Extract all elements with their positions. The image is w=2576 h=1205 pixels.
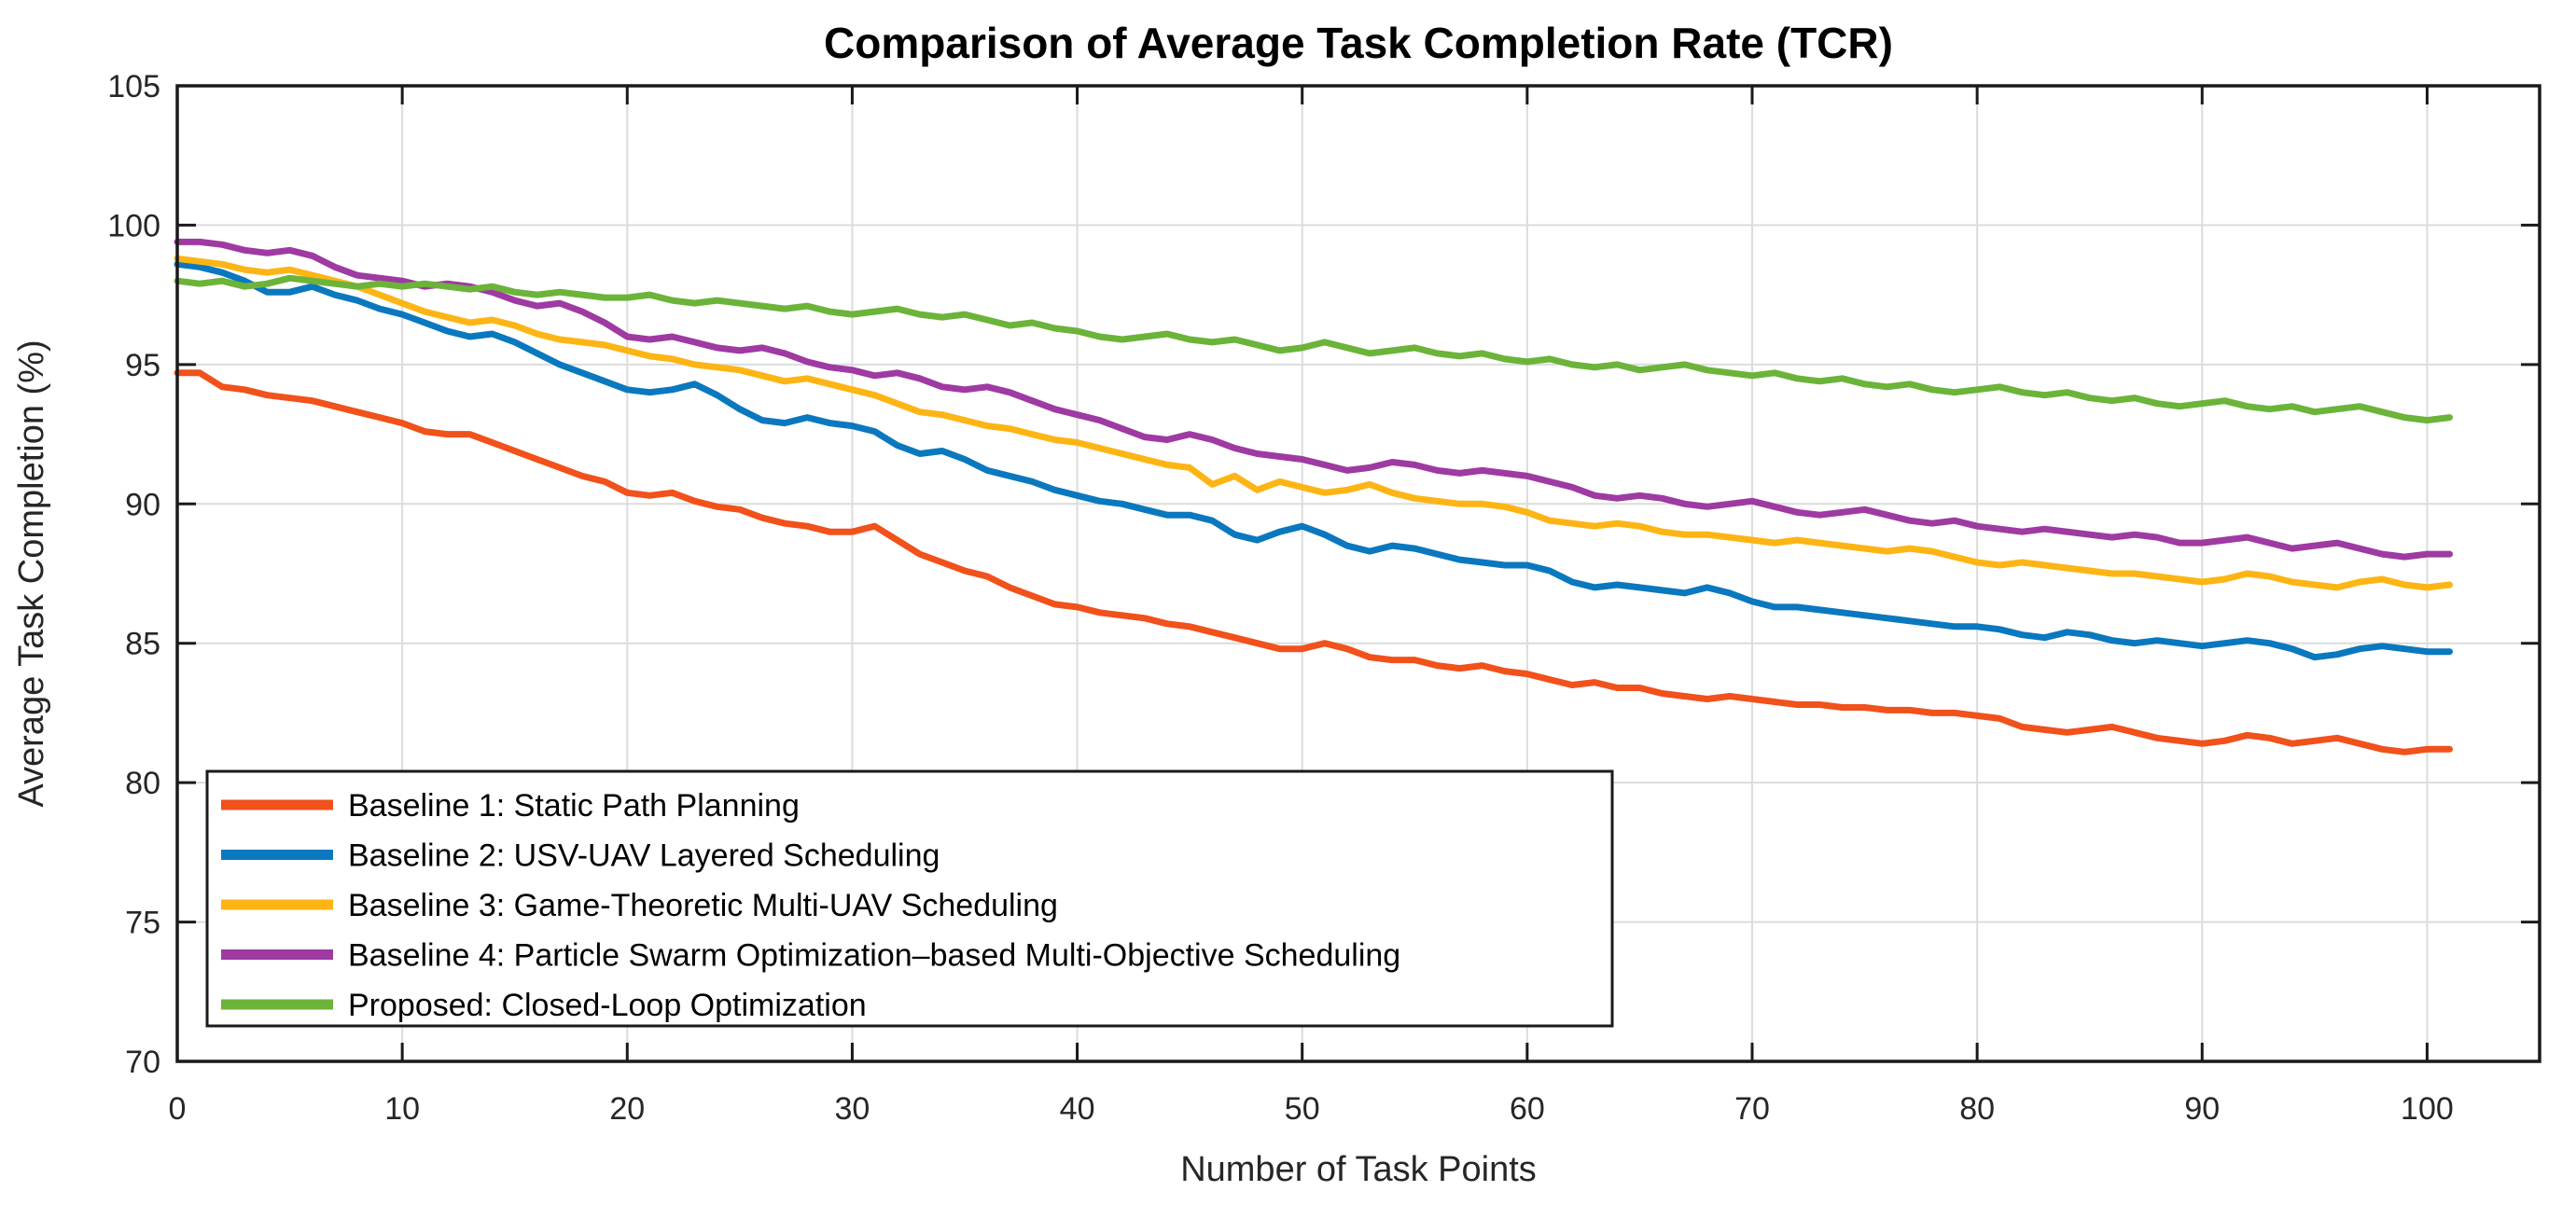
series-line-baseline-2-usv-uav-layered-scheduling xyxy=(174,260,2453,661)
y-tick-label-85: 85 xyxy=(125,627,160,662)
x-tick-label-70: 70 xyxy=(1734,1091,1770,1127)
x-axis-label: Number of Task Points xyxy=(1180,1150,1537,1189)
x-tick-label-60: 60 xyxy=(1510,1091,1545,1127)
series-line-baseline-3-game-theoretic-multi-uav-scheduling xyxy=(174,255,2453,591)
legend-label-baseline-4-particle-swarm-optimization-based-multi-objective-scheduling: Baseline 4: Particle Swarm Optimization–… xyxy=(348,938,1400,974)
x-tick-label-0: 0 xyxy=(169,1091,187,1127)
y-tick-label-80: 80 xyxy=(125,766,160,801)
legend-label-baseline-3-game-theoretic-multi-uav-scheduling: Baseline 3: Game-Theoretic Multi-UAV Sch… xyxy=(348,888,1058,923)
plot-border xyxy=(175,84,2541,1063)
x-tick-label-80: 80 xyxy=(1959,1091,1995,1127)
series-line-baseline-4-particle-swarm-optimization-based-multi-objective-scheduling xyxy=(174,238,2453,561)
series-lines xyxy=(174,238,2453,755)
x-tick-label-40: 40 xyxy=(1060,1091,1095,1127)
x-tick-labels: 0 10 20 30 40 50 60 70 80 90 100 xyxy=(169,1091,2454,1127)
y-tick-label-95: 95 xyxy=(125,348,160,383)
x-tick-label-30: 30 xyxy=(835,1091,870,1127)
legend-item-baseline-4-particle-swarm-optimization-based-multi-objective-scheduling: Baseline 4: Particle Swarm Optimization–… xyxy=(221,938,1400,974)
legend-item-baseline-1-static-path-planning: Baseline 1: Static Path Planning xyxy=(221,788,800,824)
x-tick-label-10: 10 xyxy=(384,1091,420,1127)
y-tick-label-105: 105 xyxy=(107,69,160,104)
tick-marks xyxy=(175,84,2540,1063)
y-tick-label-75: 75 xyxy=(125,906,160,941)
legend-item-proposed-closed-loop-optimization: Proposed: Closed-Loop Optimization xyxy=(221,988,867,1023)
legend-item-baseline-2-usv-uav-layered-scheduling: Baseline 2: USV-UAV Layered Scheduling xyxy=(221,838,940,874)
x-tick-label-50: 50 xyxy=(1285,1091,1320,1127)
legend-label-baseline-2-usv-uav-layered-scheduling: Baseline 2: USV-UAV Layered Scheduling xyxy=(348,838,940,874)
x-tick-label-20: 20 xyxy=(609,1091,645,1127)
y-tick-label-70: 70 xyxy=(125,1045,160,1080)
legend-box xyxy=(205,769,1614,1028)
x-tick-label-100: 100 xyxy=(2401,1091,2454,1127)
legend-item-baseline-3-game-theoretic-multi-uav-scheduling: Baseline 3: Game-Theoretic Multi-UAV Sch… xyxy=(221,888,1058,923)
y-tick-labels: 70 75 80 85 90 95 100 105 xyxy=(107,69,160,1080)
legend: Baseline 1: Static Path Planning Baseline… xyxy=(205,769,1614,1028)
series-line-proposed-closed-loop-optimization xyxy=(174,274,2453,424)
y-axis-label: Average Task Completion (%) xyxy=(12,339,51,807)
legend-label-baseline-1-static-path-planning: Baseline 1: Static Path Planning xyxy=(348,788,800,824)
y-tick-label-100: 100 xyxy=(107,208,160,243)
chart-title: Comparison of Average Task Completion Ra… xyxy=(824,19,1893,67)
y-tick-label-90: 90 xyxy=(125,487,160,522)
x-tick-label-90: 90 xyxy=(2184,1091,2220,1127)
legend-label-proposed-closed-loop-optimization: Proposed: Closed-Loop Optimization xyxy=(348,988,867,1023)
series-line-baseline-1-static-path-planning xyxy=(174,369,2453,755)
